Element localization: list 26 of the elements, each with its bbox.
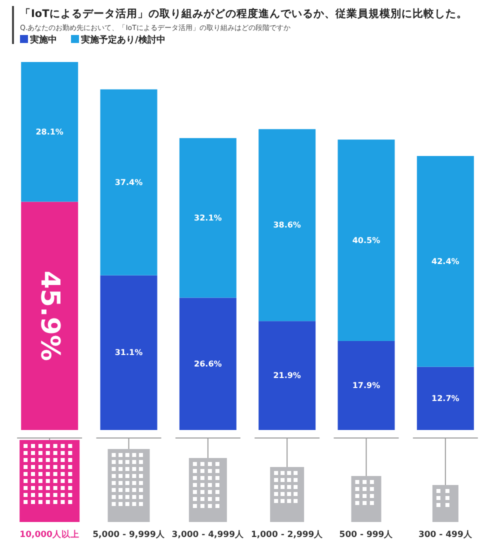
data-label: 40.5%	[352, 236, 380, 245]
bar	[21, 202, 78, 430]
bar	[416, 156, 474, 367]
data-label: 26.6%	[194, 359, 222, 368]
data-label: 42.4%	[432, 256, 460, 266]
data-label: 31.1%	[114, 348, 143, 358]
bar	[100, 89, 158, 276]
bar	[179, 298, 236, 430]
bar	[338, 140, 395, 341]
data-label: 32.1%	[194, 213, 222, 222]
bar	[258, 321, 316, 430]
data-label: 37.4%	[114, 178, 143, 187]
data-label: 21.9%	[273, 371, 301, 380]
legend-label: 実施中	[29, 34, 57, 46]
bar	[258, 129, 316, 322]
bar	[416, 366, 474, 430]
bar	[100, 275, 158, 430]
data-label: 38.6%	[273, 220, 301, 230]
bar	[179, 138, 236, 298]
bar	[338, 340, 395, 430]
data-label: 28.1%	[36, 127, 64, 136]
title: 「IoTによるデータ活用」の取り組みがどの程度進んでいるか、従業員規模別に比較した。	[20, 8, 468, 20]
data-label: 17.9%	[352, 380, 380, 390]
bar	[21, 62, 78, 202]
data-label: 45.9%	[34, 270, 65, 361]
data-label: 12.7%	[432, 394, 460, 403]
